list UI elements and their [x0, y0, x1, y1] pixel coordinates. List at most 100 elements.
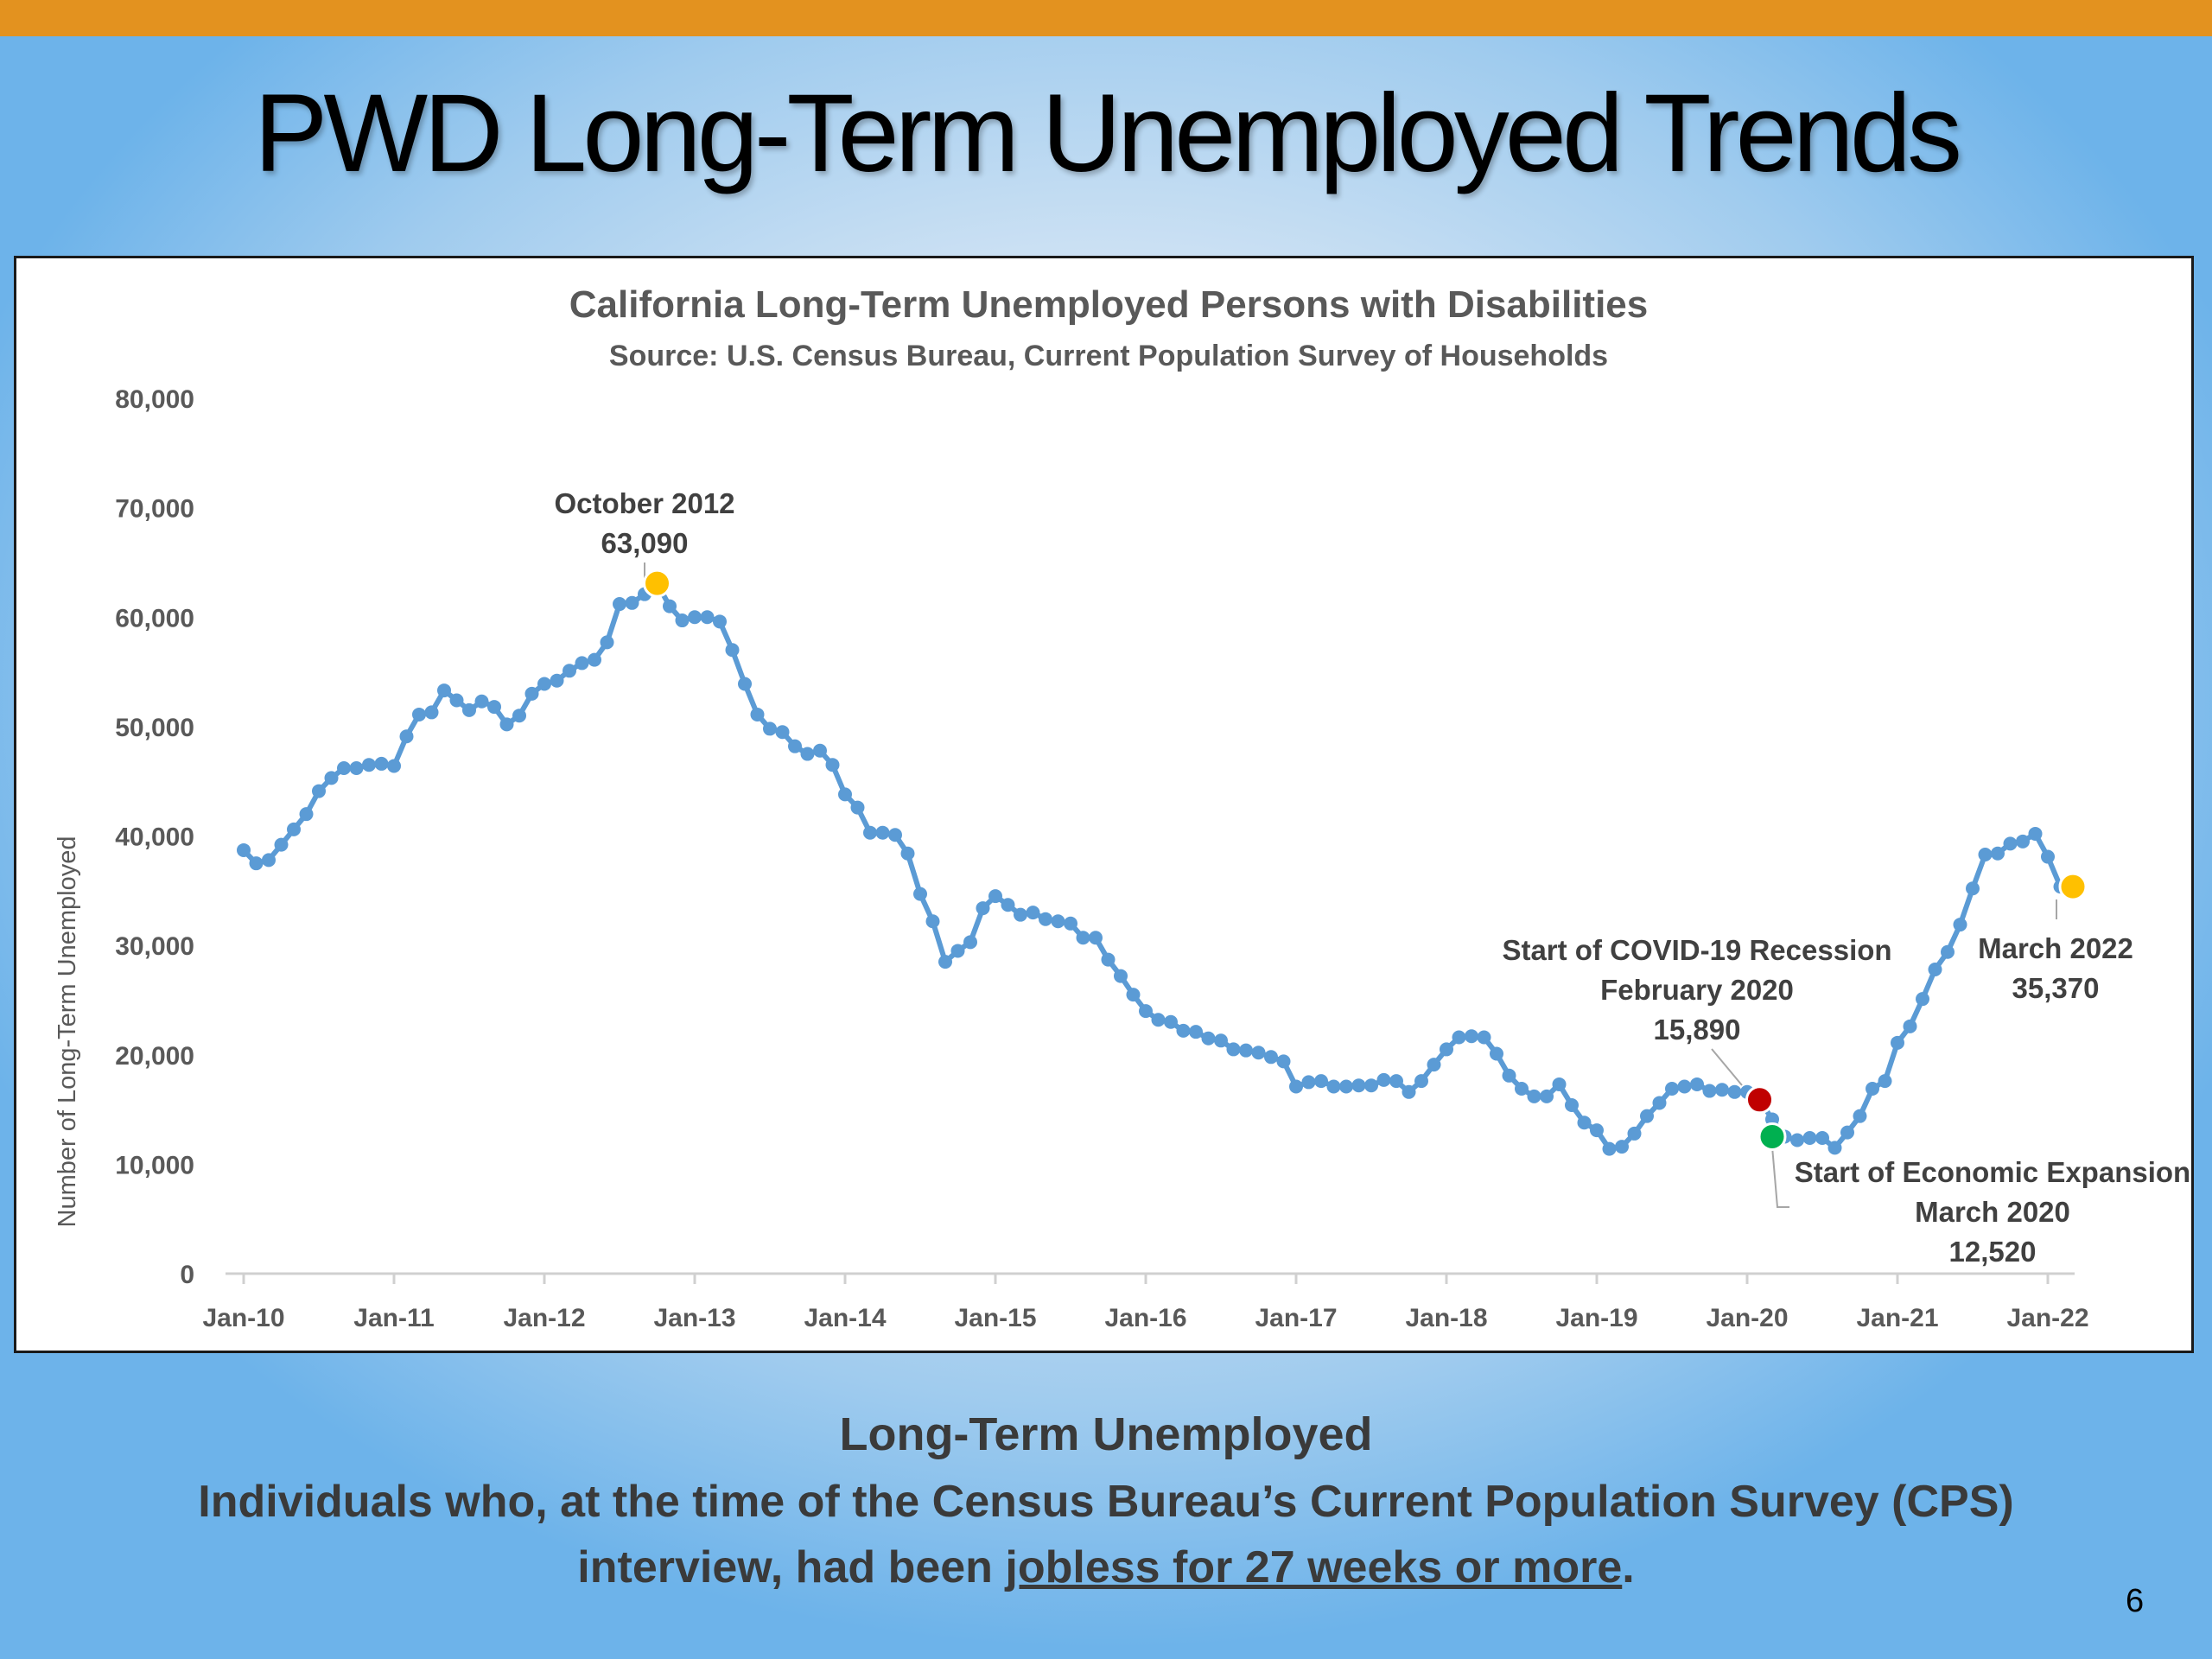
annotation-peak: October 2012 63,090: [554, 487, 735, 587]
data-point: [1552, 1077, 1567, 1091]
data-point: [1001, 898, 1015, 912]
data-point: [700, 610, 715, 625]
data-point: [1590, 1123, 1604, 1138]
data-point: [1866, 1082, 1879, 1096]
annotation-latest: March 2022 35,370: [1978, 899, 2133, 1004]
data-point: [1064, 916, 1077, 931]
data-point: [1966, 881, 1980, 896]
data-point: [688, 610, 702, 625]
data-point: [713, 614, 727, 629]
data-point: [1615, 1140, 1629, 1154]
data-point: [362, 758, 376, 772]
definition-emphasis: jobless for 27 weeks or more: [1005, 1542, 1623, 1592]
data-point: [1878, 1074, 1892, 1089]
y-tick-label: 50,000: [115, 714, 194, 742]
x-tick-label: Jan-12: [503, 1304, 585, 1332]
data-point: [925, 914, 940, 929]
data-point: [1840, 1125, 1854, 1140]
data-point: [838, 787, 852, 802]
annotation-covid-title: Start of COVID-19 Recession: [1502, 934, 1891, 966]
annotation-peak-date: October 2012: [554, 487, 734, 519]
data-point: [1376, 1072, 1391, 1087]
data-point: [738, 677, 752, 691]
data-point: [1577, 1116, 1592, 1130]
page-number: 6: [2126, 1583, 2145, 1619]
data-point: [1051, 914, 1065, 929]
data-point: [913, 887, 927, 901]
definition-line-2: interview, had been jobless for 27 weeks…: [0, 1535, 2212, 1600]
data-point: [1527, 1089, 1541, 1103]
data-point: [437, 683, 451, 698]
data-point: [1853, 1109, 1867, 1123]
data-point: [1790, 1133, 1804, 1147]
chart-container: California Long-Term Unemployed Persons …: [14, 256, 2194, 1353]
data-point: [449, 693, 464, 708]
data-point: [963, 935, 977, 950]
data-point: [512, 709, 526, 723]
data-point: [825, 758, 840, 772]
data-point: [813, 743, 827, 758]
data-point: [1991, 846, 2005, 861]
x-tick-labels: Jan-10 Jan-11 Jan-12 Jan-13 Jan-14 Jan-15 Jan-…: [202, 1274, 2089, 1332]
data-point: [1540, 1089, 1554, 1103]
data-point: [1702, 1084, 1717, 1098]
y-tick-label: 80,000: [115, 385, 194, 414]
data-point: [588, 652, 601, 667]
x-tick-label: Jan-18: [1405, 1304, 1487, 1332]
data-point: [1101, 952, 1116, 967]
data-point: [1126, 988, 1141, 1002]
annotation-latest-value: 35,370: [2012, 972, 2100, 1004]
definition-line-2-start: interview, had been: [577, 1542, 1006, 1592]
data-point: [988, 889, 1002, 904]
data-point: [262, 853, 276, 868]
data-point: [312, 784, 326, 798]
definition-line-2-end: .: [1622, 1542, 1635, 1592]
data-point: [976, 901, 990, 916]
data-point: [1239, 1043, 1253, 1058]
data-point: [324, 771, 339, 785]
annotation-expansion: Start of Economic Expansion March 2020 1…: [1771, 1146, 2190, 1268]
data-point: [1414, 1074, 1428, 1089]
annotation-covid-date: February 2020: [1600, 974, 1794, 1006]
data-point: [1627, 1126, 1642, 1141]
definition-footer: Long-Term Unemployed Individuals who, at…: [0, 1400, 2212, 1600]
x-tick-label: Jan-20: [1706, 1304, 1788, 1332]
data-point: [1677, 1079, 1692, 1094]
data-point: [800, 747, 815, 761]
definition-heading: Long-Term Unemployed: [839, 1408, 1373, 1460]
data-point: [1802, 1130, 1817, 1145]
data-point: [1339, 1079, 1353, 1094]
y-tick-label: 10,000: [115, 1151, 194, 1179]
data-point: [237, 842, 251, 857]
data-point: [1452, 1030, 1466, 1045]
data-point: [875, 825, 890, 840]
data-point: [1565, 1097, 1579, 1112]
data-point: [625, 595, 639, 610]
data-point: [775, 725, 790, 740]
data-point: [1690, 1077, 1704, 1091]
data-point: [1815, 1130, 1829, 1145]
annotation-covid-value: 15,890: [1654, 1014, 1741, 1046]
annotation-expansion-title: Start of Economic Expansion: [1795, 1156, 2190, 1188]
data-point: [1941, 944, 1955, 959]
data-point: [550, 673, 564, 688]
series-line: [241, 581, 2063, 1152]
data-point: [1665, 1082, 1679, 1096]
data-point: [1490, 1046, 1503, 1061]
x-tick-label: Jan-22: [2006, 1304, 2088, 1332]
data-point: [499, 717, 514, 732]
annotation-expansion-value: 12,520: [1949, 1236, 2037, 1268]
data-point: [337, 760, 351, 775]
data-point: [600, 635, 614, 650]
data-point: [613, 597, 626, 612]
data-point: [1276, 1054, 1291, 1069]
data-point: [1189, 1025, 1203, 1039]
y-tick-label: 70,000: [115, 495, 194, 524]
x-tick-label: Jan-10: [202, 1304, 284, 1332]
y-axis-label: Number of Long-Term Unemployed: [54, 836, 81, 1228]
data-point: [850, 800, 865, 815]
data-point: [1301, 1075, 1316, 1090]
data-point: [387, 759, 401, 773]
highlight-markers: [643, 569, 2088, 1151]
x-tick-label: Jan-14: [804, 1304, 886, 1332]
